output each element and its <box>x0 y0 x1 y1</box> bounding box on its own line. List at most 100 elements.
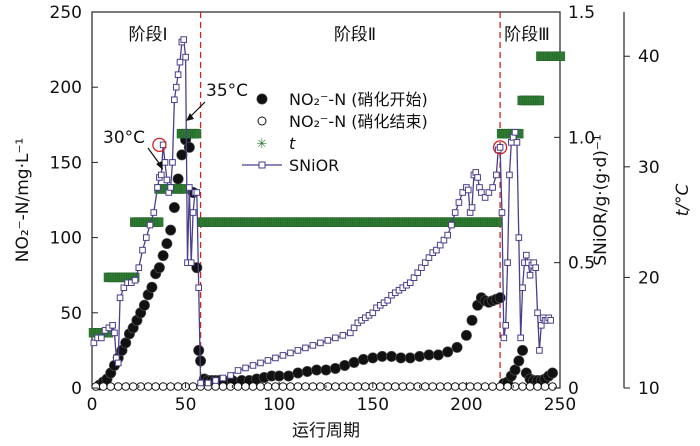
sniOR-point <box>474 174 481 181</box>
sniOR-point <box>534 309 541 317</box>
sniOR-point <box>406 279 414 287</box>
sniOR-point <box>150 209 158 216</box>
nitrite-start-point <box>311 364 323 376</box>
nitrite-end-point <box>405 382 415 391</box>
sniOR-point <box>257 359 264 367</box>
sniOR-point <box>182 53 189 61</box>
nitrite-end-point <box>293 382 303 391</box>
annotation-30c: 30°C <box>103 128 145 148</box>
sniOR-point <box>369 309 377 317</box>
sniOR-point <box>154 184 161 191</box>
sniOR-point <box>317 339 324 347</box>
nitrite-end-point <box>166 382 175 391</box>
temperature-point <box>537 95 545 106</box>
sniOR-point <box>142 234 150 241</box>
sniOR-point <box>489 184 496 191</box>
nitrite-end-point <box>428 382 438 391</box>
sniOR-point <box>272 354 279 362</box>
legend: NO₂⁻-N (硝化开始) NO₂⁻-N (硝化结束) ✳ t SNiOR <box>242 90 428 175</box>
sniOR-point <box>98 334 105 342</box>
sniOR-point <box>513 139 521 146</box>
sniOR-point <box>421 259 429 266</box>
sniOR-point <box>478 189 485 196</box>
plot-frame-rect <box>91 11 561 389</box>
sniOR-point <box>212 377 219 384</box>
sniOR-point <box>517 334 524 342</box>
nitrite-end-point <box>488 382 497 391</box>
nitrite-start-point <box>339 359 351 371</box>
sniOR-point <box>186 184 193 191</box>
sniOR-point <box>433 246 440 254</box>
x-tick-label: 150 <box>357 395 389 415</box>
highlight-circle <box>152 137 167 153</box>
sniOR-point <box>227 372 234 379</box>
nitrite-end-point <box>525 382 535 391</box>
nitrite-end-point <box>241 382 250 391</box>
sniOR-point <box>500 334 508 342</box>
nitrite-start-point <box>165 224 177 236</box>
nitrite-start-point <box>138 299 150 311</box>
sniOR-point <box>90 339 98 347</box>
nitrite-end-point <box>121 382 130 391</box>
legend-label: NO₂⁻-N (硝化结束) <box>289 112 428 131</box>
sniOR-point <box>440 236 448 244</box>
x-tick-label: 100 <box>263 395 295 415</box>
y-left-tick-label: 250 <box>50 3 82 23</box>
sniOR-point <box>172 83 180 91</box>
sniOR-point <box>116 294 124 302</box>
annotations: 阶段Ⅰ 阶段Ⅱ 阶段Ⅲ 30°C 35°C <box>103 25 550 170</box>
temperature-point <box>156 217 164 227</box>
sniOR-point <box>502 322 510 329</box>
x-tick-label: 50 <box>175 395 197 415</box>
nitrite-start-point <box>432 349 444 361</box>
nitrite-start-point <box>161 238 173 250</box>
nitrite-end-point <box>548 382 557 391</box>
phase-label: 阶段Ⅰ <box>128 25 167 45</box>
sniOR-point <box>384 296 392 304</box>
y-left-tick-label: 200 <box>50 78 82 98</box>
nitrite-end-point <box>375 382 385 391</box>
nitrite-start-point <box>442 346 454 358</box>
sniOR-point <box>519 284 526 292</box>
nitrite-end-point <box>443 382 452 391</box>
nitrite-start-point <box>157 250 169 262</box>
sniOR-point <box>109 322 116 329</box>
nitrite-start-point <box>172 173 184 185</box>
nitrite-end-point <box>248 382 258 391</box>
sniOR-point <box>131 276 139 284</box>
sniOR-point <box>120 284 128 292</box>
nitrite-start-point <box>395 352 407 364</box>
legend-marker-filled-circle <box>256 93 268 105</box>
nitrite-end-point <box>420 382 430 391</box>
nitrite-end-point <box>458 382 467 391</box>
sniOR-point <box>193 189 201 196</box>
sniOR-point <box>493 171 500 179</box>
nitrite-end-point <box>503 382 512 391</box>
nitrite-end-point <box>413 382 423 391</box>
sniOR-point <box>169 159 176 166</box>
x-tick-label: 250 <box>544 395 576 415</box>
sniOR-point <box>485 189 493 196</box>
series-layer <box>88 36 566 391</box>
temperature-point <box>558 51 566 61</box>
sniOR-point <box>536 347 543 354</box>
nitrite-start-point <box>301 365 313 377</box>
sniOR-point <box>324 337 332 344</box>
nitrite-end-point <box>113 382 123 391</box>
sniOR-point <box>309 342 317 349</box>
sniOR-point <box>161 159 169 166</box>
nitrite-start-point <box>292 367 304 379</box>
nitrite-start-point <box>168 202 180 214</box>
x-tick-label: 0 <box>87 395 98 415</box>
nitrite-end-point <box>263 382 273 391</box>
nitrite-start-point <box>466 314 478 326</box>
sniOR-point <box>448 221 455 229</box>
sniOR-point <box>187 259 195 266</box>
nitrite-end-point <box>301 382 310 391</box>
y-temp-tick-label: 40 <box>638 47 660 67</box>
nitrite-start-point <box>517 344 529 356</box>
nitrite-start-point <box>386 350 398 362</box>
annotation-arrow-35c <box>189 101 206 118</box>
nitrite-start-point <box>513 355 525 367</box>
